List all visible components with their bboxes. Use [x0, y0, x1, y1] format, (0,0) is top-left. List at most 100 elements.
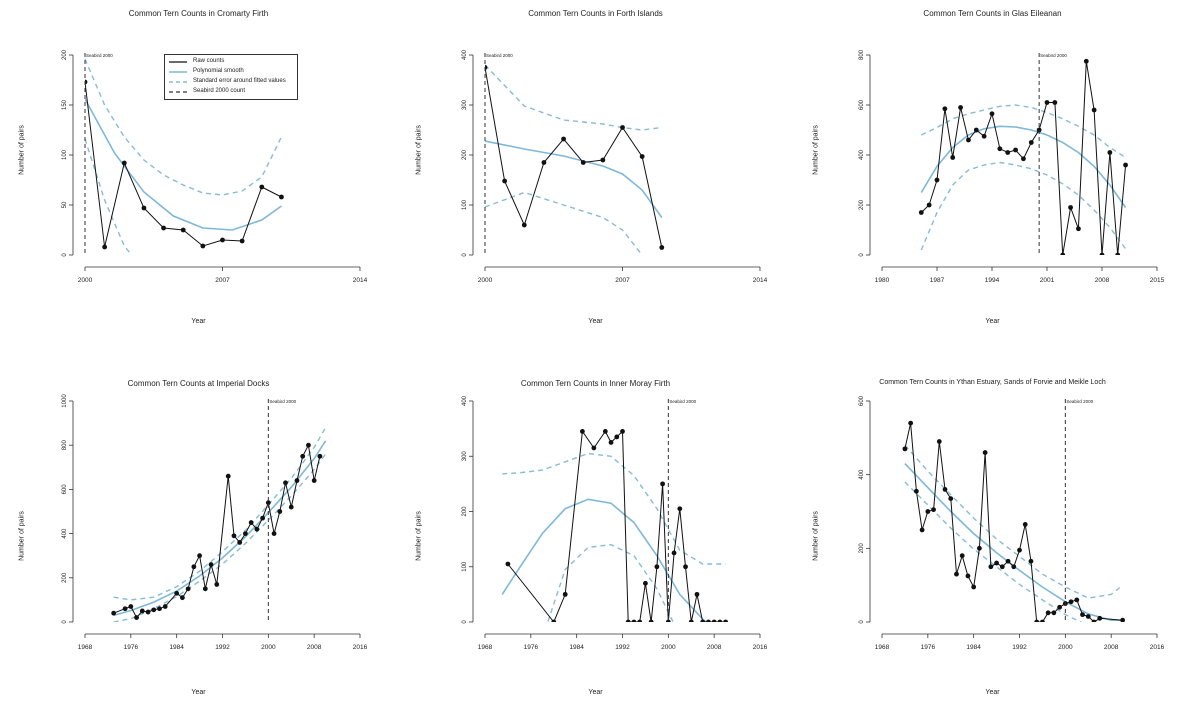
se-lower-line — [920, 161, 1127, 251]
data-point — [551, 619, 557, 622]
x-tick-label: 2016 — [1150, 644, 1165, 651]
data-point — [683, 564, 688, 570]
data-point — [185, 586, 191, 592]
se-lower-line — [113, 453, 327, 622]
legend-label-smooth: Polynomial smooth — [193, 68, 244, 74]
data-point — [1085, 614, 1091, 619]
chart-svg: 1968 1976 1984 1992 2000 2008 2016 0 100 200 300 40… — [462, 395, 768, 651]
chart-title: Common Tern Counts in Inner Moray Firth — [520, 379, 671, 388]
seabird-2000-label: Seabird 2000 — [1040, 53, 1067, 58]
data-point — [214, 582, 220, 587]
data-point — [600, 157, 606, 163]
data-point — [942, 106, 948, 112]
data-point — [141, 205, 147, 211]
data-point — [913, 488, 919, 494]
data-point — [654, 564, 660, 570]
data-point — [620, 428, 625, 434]
seabird-2000-label: Seabird 2000 — [86, 53, 113, 58]
legend-label-se: Standard error around fitted values — [193, 78, 286, 84]
y-tick-label: 400 — [462, 49, 468, 60]
data-point — [614, 434, 620, 440]
y-tick-label: 1000 — [62, 394, 68, 408]
raw-counts-line — [485, 67, 663, 248]
data-point — [671, 550, 677, 556]
data-point — [1076, 226, 1081, 232]
data-point — [1091, 107, 1097, 113]
data-point — [174, 590, 180, 596]
data-point — [602, 428, 608, 434]
y-tick-label: 200 — [462, 506, 468, 517]
data-point — [300, 453, 306, 459]
x-tick-label: 2008 — [707, 644, 722, 651]
data-point — [902, 446, 908, 452]
data-point — [197, 553, 202, 559]
x-tick-label: 2000 — [78, 277, 93, 284]
data-point — [259, 184, 265, 190]
chart-title: Common Tern Counts at Imperial Docks — [127, 379, 270, 388]
chart-panel-ythan-estuary: 1968 1976 1984 1992 2000 2008 2016 0 200 400 600 Se… — [794, 351, 1191, 702]
data-point — [260, 515, 266, 521]
y-tick-label: 100 — [62, 149, 68, 160]
y-tick-label: 800 — [62, 440, 68, 451]
chart-panel-forth-islands: 2000 2007 2014 0 100 200 300 400 Seabird 2000 Co… — [397, 0, 794, 351]
data-point — [254, 526, 260, 532]
data-point — [988, 564, 994, 570]
raw-counts-line — [85, 81, 282, 248]
x-tick-label: 2008 — [1095, 277, 1110, 284]
y-tick-label: 50 — [62, 201, 68, 208]
data-point — [202, 586, 208, 592]
y-axis-label: Number of pairs — [812, 511, 820, 561]
data-point — [180, 227, 186, 233]
data-point — [976, 545, 982, 551]
data-point — [562, 591, 568, 597]
x-tick-label: 2007 — [615, 277, 630, 284]
data-point — [926, 202, 932, 208]
data-point — [1028, 140, 1034, 145]
data-point — [1068, 205, 1073, 210]
data-point — [225, 473, 231, 479]
data-point — [931, 507, 936, 513]
legend-item-smooth: Polynomial smooth — [169, 67, 297, 77]
chart-title: Common Tern Counts in Forth Islands — [528, 9, 663, 18]
x-tick-label: 2000 — [478, 277, 493, 284]
x-tick-label: 1968 — [78, 644, 93, 651]
y-tick-label: 400 — [62, 528, 68, 539]
y-tick-label: 0 — [62, 620, 68, 624]
x-tick-label: 1992 — [1012, 644, 1027, 651]
x-tick-label: 1968 — [875, 644, 890, 651]
chart-svg: 2000 2007 2014 0 50 100 150 200 Seabird 2000 — [62, 49, 368, 284]
data-point — [191, 564, 197, 570]
data-point — [162, 604, 168, 609]
data-point — [277, 509, 283, 514]
smooth-line — [113, 440, 327, 617]
raw-counts-line — [904, 422, 1123, 622]
x-axis-label: Year — [588, 689, 603, 696]
data-point — [1068, 599, 1074, 605]
chart-panel-glas-eileanan: 1980 1987 1994 2001 2008 2015 0 200 400 600 800 Sea… — [794, 0, 1191, 351]
data-point — [265, 500, 271, 506]
data-point — [942, 487, 948, 492]
data-point — [919, 527, 925, 533]
smooth-line — [904, 463, 1123, 621]
data-point — [1120, 617, 1126, 622]
data-point — [665, 619, 671, 622]
data-point — [179, 595, 185, 601]
chart-panel-imperial-docks: 1968 1976 1984 1992 2000 2008 2016 0 200 400 600 80… — [0, 351, 397, 702]
data-point — [1005, 558, 1011, 564]
data-point — [659, 245, 665, 250]
x-tick-label: 1980 — [875, 277, 890, 284]
data-point — [965, 573, 971, 579]
data-point — [1083, 58, 1089, 64]
data-point — [973, 127, 979, 133]
data-point — [648, 619, 654, 622]
se-lower-line — [904, 481, 1083, 622]
y-tick-label: 200 — [62, 49, 68, 60]
data-point — [948, 496, 954, 502]
y-tick-label: 300 — [462, 451, 468, 462]
data-point — [1099, 252, 1105, 255]
seabird-2000-label: Seabird 2000 — [1066, 399, 1093, 404]
y-tick-label: 600 — [859, 395, 865, 406]
legend-label-raw: Raw counts — [193, 58, 225, 64]
data-point — [541, 160, 547, 165]
data-point — [1080, 612, 1085, 618]
